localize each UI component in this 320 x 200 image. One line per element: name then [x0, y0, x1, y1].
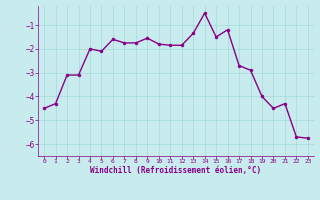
X-axis label: Windchill (Refroidissement éolien,°C): Windchill (Refroidissement éolien,°C)	[91, 166, 261, 175]
